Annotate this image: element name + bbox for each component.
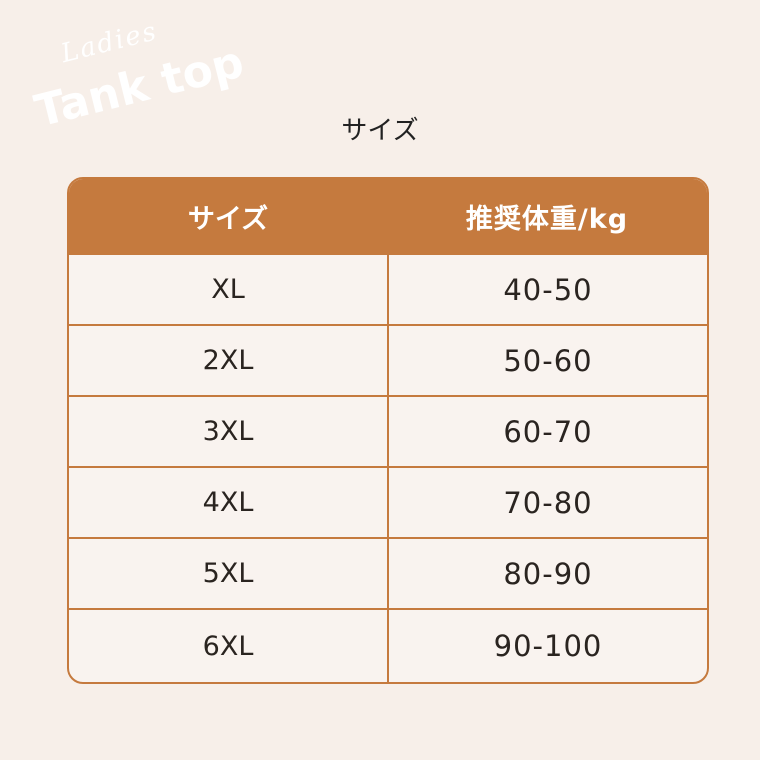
- table-row: 5XL 80-90: [69, 537, 707, 608]
- size-cell: 5XL: [69, 539, 389, 608]
- header-cell: 推奨体重/kg: [465, 203, 629, 235]
- size-cell: 6XL: [69, 610, 389, 682]
- table-row: 2XL 50-60: [69, 324, 707, 395]
- size-cell: 4XL: [69, 468, 389, 537]
- weight-cell: 80-90: [503, 556, 593, 591]
- header-row: サイズ 推奨体重/kg: [69, 179, 707, 253]
- size-table: サイズ 推奨体重/kg XL 40-50 2XL 50-60 3XL 60-70 4XL 70…: [67, 177, 709, 684]
- table-row: 4XL 70-80: [69, 466, 707, 537]
- table-row: 3XL 60-70: [69, 395, 707, 466]
- title: サイズ: [341, 116, 419, 146]
- weight-cell: 40-50: [503, 272, 593, 307]
- weight-cell: 70-80: [503, 485, 593, 520]
- table-row: 6XL 90-100: [69, 608, 707, 682]
- weight-cell: 50-60: [503, 343, 593, 378]
- weight-cell: 60-70: [503, 414, 593, 449]
- size-cell: XL: [69, 255, 389, 324]
- size-cell: 3XL: [69, 397, 389, 466]
- weight-cell: 90-100: [493, 629, 603, 663]
- table-row: XL 40-50: [69, 253, 707, 324]
- header-cell: サイズ: [187, 203, 269, 235]
- size-cell: 2XL: [69, 326, 389, 395]
